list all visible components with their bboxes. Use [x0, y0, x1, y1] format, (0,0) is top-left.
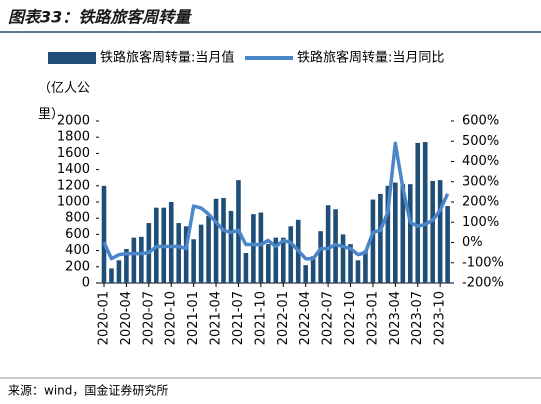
y2-tick-label: 100% — [462, 215, 499, 230]
x-tick-label: 2023-04 — [388, 291, 403, 345]
bar — [318, 231, 323, 283]
bar — [407, 184, 413, 283]
y-tick-label: 1200 — [57, 178, 90, 193]
y-tick-label: 600 — [65, 227, 90, 242]
bar — [206, 215, 211, 283]
source: 来源：wind，国金证券研究所 — [8, 383, 168, 398]
y2-tick-label: 600% — [462, 114, 499, 129]
bar — [168, 202, 174, 283]
bar — [139, 236, 144, 283]
x-tick-label: 2021-04 — [209, 291, 224, 345]
bar — [280, 237, 286, 283]
x-tick-label: 2022-10 — [343, 291, 358, 345]
bar — [124, 248, 129, 283]
bar — [303, 265, 308, 283]
x-tick-label: 2023-07 — [410, 291, 425, 345]
bar — [131, 237, 137, 283]
bar — [288, 226, 294, 283]
bar — [370, 199, 376, 283]
y2-tick-label: 300% — [462, 174, 499, 189]
bar — [437, 180, 443, 283]
bar — [363, 250, 368, 283]
x-tick-label: 2021-07 — [231, 291, 246, 345]
bar — [325, 205, 331, 283]
bar — [183, 226, 189, 283]
bar — [176, 223, 181, 283]
bar — [251, 214, 256, 283]
y-tick-label: 1400 — [57, 162, 90, 177]
x-tick-label: 2022-01 — [276, 291, 291, 345]
x-tick-label: 2020-10 — [164, 291, 179, 345]
bar — [385, 185, 391, 283]
y-tick-label: 0 — [82, 276, 90, 291]
x-tick-label: 2022-07 — [321, 291, 336, 345]
y-tick-label: 200 — [65, 259, 90, 274]
bar — [191, 239, 196, 283]
y2-tick-label: -200% — [462, 276, 504, 291]
bar — [445, 206, 450, 283]
bar — [266, 244, 271, 283]
y-tick-label: 1800 — [57, 130, 90, 145]
bar — [348, 244, 353, 283]
y-tick-label: 800 — [65, 211, 90, 226]
y-axis-label: （亿人公里） — [38, 81, 91, 122]
x-tick-label: 2022-04 — [298, 291, 313, 345]
bar — [221, 197, 226, 283]
bar — [273, 237, 279, 283]
y-tick-label: 1600 — [57, 146, 90, 161]
bar — [415, 142, 421, 283]
y2-tick-label: 400% — [462, 154, 499, 169]
bar — [310, 256, 316, 283]
bar — [340, 234, 346, 283]
x-tick-label: 2023-10 — [433, 291, 448, 345]
x-tick-label: 2020-01 — [97, 291, 112, 345]
bar — [243, 253, 249, 283]
legend-label: 铁路旅客周转量:当月值 — [100, 50, 234, 66]
bar — [400, 184, 406, 283]
y-tick-label: 2000 — [57, 114, 90, 129]
x-tick-label: 2020-04 — [119, 291, 134, 345]
bar — [258, 212, 264, 283]
bar — [101, 185, 107, 283]
bar — [213, 198, 219, 283]
bar — [355, 260, 361, 283]
legend-swatch — [48, 52, 96, 64]
bar — [109, 268, 114, 283]
bar — [116, 260, 122, 283]
bar — [228, 210, 234, 283]
y2-tick-label: 200% — [462, 195, 499, 210]
x-tick-label: 2023-01 — [365, 291, 380, 345]
legend-label: 铁路旅客周转量:当月同比 — [297, 50, 444, 66]
bar — [393, 182, 398, 283]
x-tick-label: 2021-01 — [186, 291, 201, 345]
line — [102, 141, 450, 261]
x-tick-label: 2021-10 — [253, 291, 268, 345]
bar — [422, 142, 428, 283]
y-tick-label: 1000 — [57, 195, 90, 210]
chart-title: 图表33：铁路旅客周转量 — [8, 8, 192, 27]
y2-tick-label: -100% — [462, 255, 504, 270]
bar — [430, 180, 435, 283]
bar — [198, 224, 204, 283]
bar — [378, 193, 383, 283]
y2-tick-label: 0% — [462, 235, 483, 250]
x-tick-label: 2020-07 — [141, 291, 156, 345]
y-tick-label: 400 — [65, 243, 90, 258]
y2-tick-label: 500% — [462, 134, 499, 149]
